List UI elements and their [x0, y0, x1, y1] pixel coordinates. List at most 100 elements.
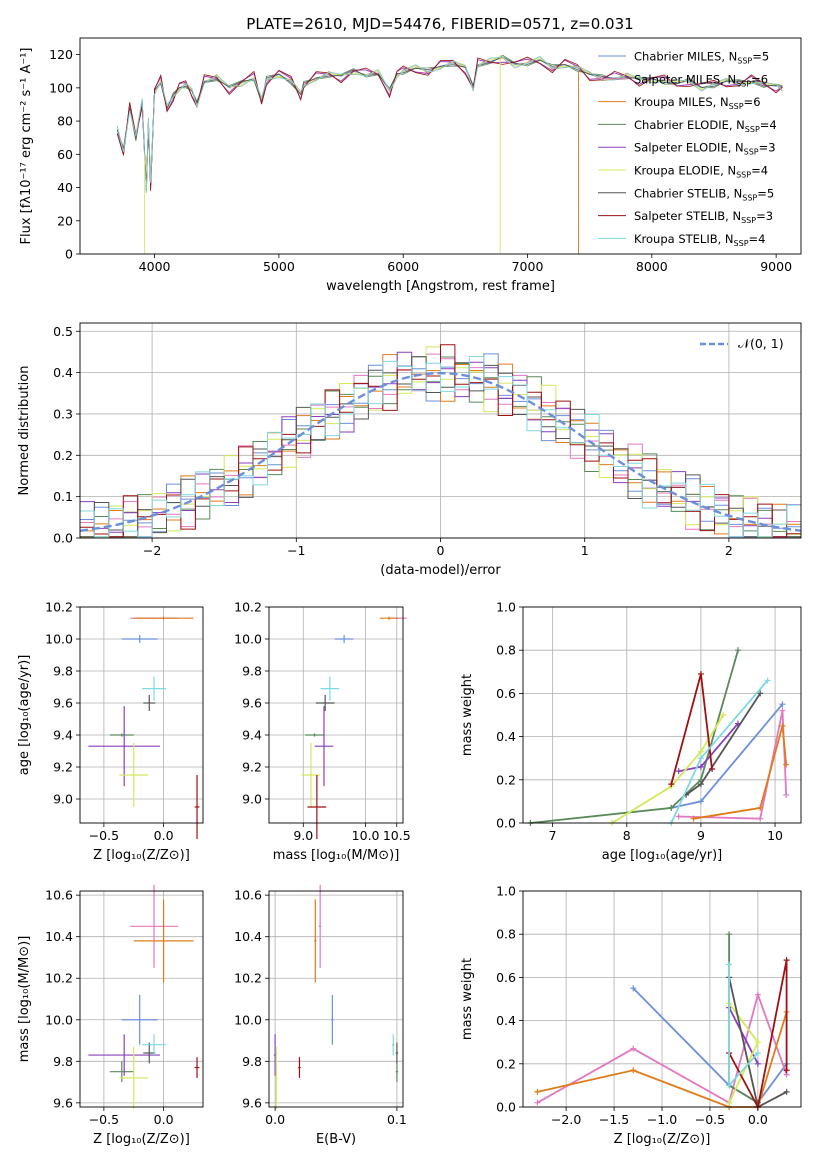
histogram-7 — [80, 344, 801, 538]
tick-label-y: 0.4 — [53, 365, 73, 380]
legend-label-8: Kroupa STELIB, NSSP=4 — [634, 232, 766, 248]
weight-marker-8 — [726, 961, 733, 968]
weight-marker-7 — [709, 766, 716, 772]
legend-sub: SSP — [742, 193, 757, 202]
weight-marker-0 — [779, 701, 786, 708]
tick-label-x: 10 — [767, 828, 783, 843]
tick-label-y: 0.4 — [496, 1013, 516, 1028]
legend-label-3: Chabrier ELODIE, NSSP=4 — [634, 118, 777, 134]
tick-label-x: −2.0 — [551, 1112, 581, 1127]
tick-label-x: 10.5 — [383, 828, 411, 843]
legend-label-7: Salpeter STELIB, NSSP=3 — [634, 209, 773, 225]
weight-line-2 — [693, 725, 788, 820]
tick-label-x: 1 — [581, 543, 589, 558]
legend-label-1: Salpeter MILES, NSSP=6 — [634, 72, 768, 88]
tick-label-y: 20 — [57, 213, 73, 228]
tick-label-y: 10.0 — [45, 1012, 73, 1027]
weight-marker-3 — [734, 647, 741, 654]
axes-mass-vs-Z — [76, 891, 203, 1111]
legend-nssp: 5 — [767, 186, 774, 200]
weight-marker-4 — [697, 763, 704, 770]
axis-label-y: age [log₁₀(age/yr)] — [17, 655, 32, 776]
tick-label-x: 2 — [725, 543, 733, 558]
axes-age-vs-mass — [265, 606, 403, 827]
legend-sub: SSP — [736, 79, 751, 88]
tick-label-y: 0.2 — [496, 772, 516, 787]
tick-label-y: 9.0 — [53, 792, 73, 807]
legend-nssp: 3 — [766, 209, 773, 223]
weight-marker-1 — [675, 813, 682, 820]
tick-label-x: 0.0 — [748, 1112, 768, 1127]
tick-label-x: −0.5 — [695, 1112, 725, 1127]
legend-model-name: Kroupa ELODIE — [634, 164, 720, 178]
axes-frame — [79, 322, 802, 539]
tick-label-y: 9.4 — [242, 728, 262, 743]
weight-marker-8 — [754, 1050, 761, 1056]
axis-label-y: Normed distribution — [17, 366, 32, 496]
legend-sub: SSP — [741, 216, 756, 225]
histogram-8 — [80, 356, 801, 538]
tick-label-y: 10.2 — [45, 971, 73, 986]
tick-label-x: −0.5 — [89, 828, 119, 843]
axes-frame — [522, 606, 802, 824]
weight-line-7 — [728, 959, 788, 1110]
tick-label-x: 7 — [549, 828, 557, 843]
legend-nssp: 4 — [761, 164, 768, 178]
tick-label-x: 7000 — [512, 259, 544, 274]
spectrum-series-4 — [116, 58, 783, 189]
tick-label-y: 9.8 — [53, 664, 73, 679]
tick-label-y: 0.4 — [496, 729, 516, 744]
tick-label-y: 0.1 — [53, 489, 73, 504]
legend-label-0: Chabrier MILES, NSSP=5 — [634, 50, 769, 66]
tick-label-x: 10.0 — [352, 828, 380, 843]
weight-marker-0 — [630, 985, 637, 992]
legend-nssp: 5 — [762, 50, 769, 64]
legend-sub: SSP — [729, 102, 744, 111]
tick-label-y: 0.5 — [53, 324, 73, 339]
legend-sub: SSP — [737, 57, 752, 66]
weight-marker-1 — [630, 1045, 637, 1052]
tick-label-y: 60 — [57, 147, 73, 162]
axis-label-x: (data-model)/error — [380, 563, 501, 578]
tick-label-y: 10.6 — [45, 888, 73, 903]
axes-frame — [79, 606, 204, 824]
tick-label-y: 120 — [49, 47, 73, 62]
tick-label-y: 10.0 — [45, 632, 73, 647]
weight-marker-8 — [764, 677, 771, 684]
legend-model-name: Salpeter ELODIE — [634, 141, 728, 155]
tick-label-y: 9.0 — [242, 792, 262, 807]
legend-nssp: 3 — [768, 141, 775, 155]
tick-label-y: 10.2 — [234, 600, 262, 615]
legend-gaussian-label: 𝒩(0, 1) — [738, 336, 784, 351]
weight-marker-4 — [754, 1060, 761, 1067]
axis-label-y: mass weight — [460, 958, 475, 1040]
tick-label-y: 10.0 — [234, 632, 262, 647]
weight-marker-2 — [779, 722, 786, 729]
tick-label-y: 0.2 — [53, 448, 73, 463]
tick-label-y: 0.3 — [53, 406, 73, 421]
tick-label-y: 9.8 — [53, 1054, 73, 1069]
tick-label-x: 5000 — [263, 259, 295, 274]
tick-label-y: 10.2 — [234, 971, 262, 986]
tick-label-y: 9.6 — [53, 1095, 73, 1110]
tick-label-y: 40 — [57, 180, 73, 195]
tick-label-x: 9000 — [760, 259, 792, 274]
tick-label-y: 9.2 — [53, 760, 73, 775]
axis-label-x: Z [log₁₀(Z/Z⊙)] — [93, 848, 190, 863]
weight-marker-6 — [697, 781, 704, 788]
legend-model-name: Kroupa STELIB — [634, 232, 718, 246]
tick-label-y: 9.8 — [242, 1054, 262, 1069]
legend-model-name: Chabrier ELODIE — [634, 118, 729, 132]
legend-model-name: Salpeter MILES — [634, 72, 720, 86]
tick-label-y: 0.0 — [53, 531, 73, 546]
spectrum-series-8 — [116, 55, 783, 193]
weight-marker-8 — [697, 755, 704, 762]
axis-label-y: Flux [fλ10⁻¹⁷ erg cm⁻² s⁻¹ A⁻¹] — [19, 48, 34, 245]
weight-marker-5 — [697, 748, 704, 755]
tick-label-y: 9.6 — [242, 696, 262, 711]
tick-label-x: 0.1 — [387, 1112, 407, 1127]
tick-label-y: 0.6 — [496, 970, 516, 985]
legend-nssp: 6 — [753, 95, 760, 109]
axes-frame — [268, 890, 404, 1108]
